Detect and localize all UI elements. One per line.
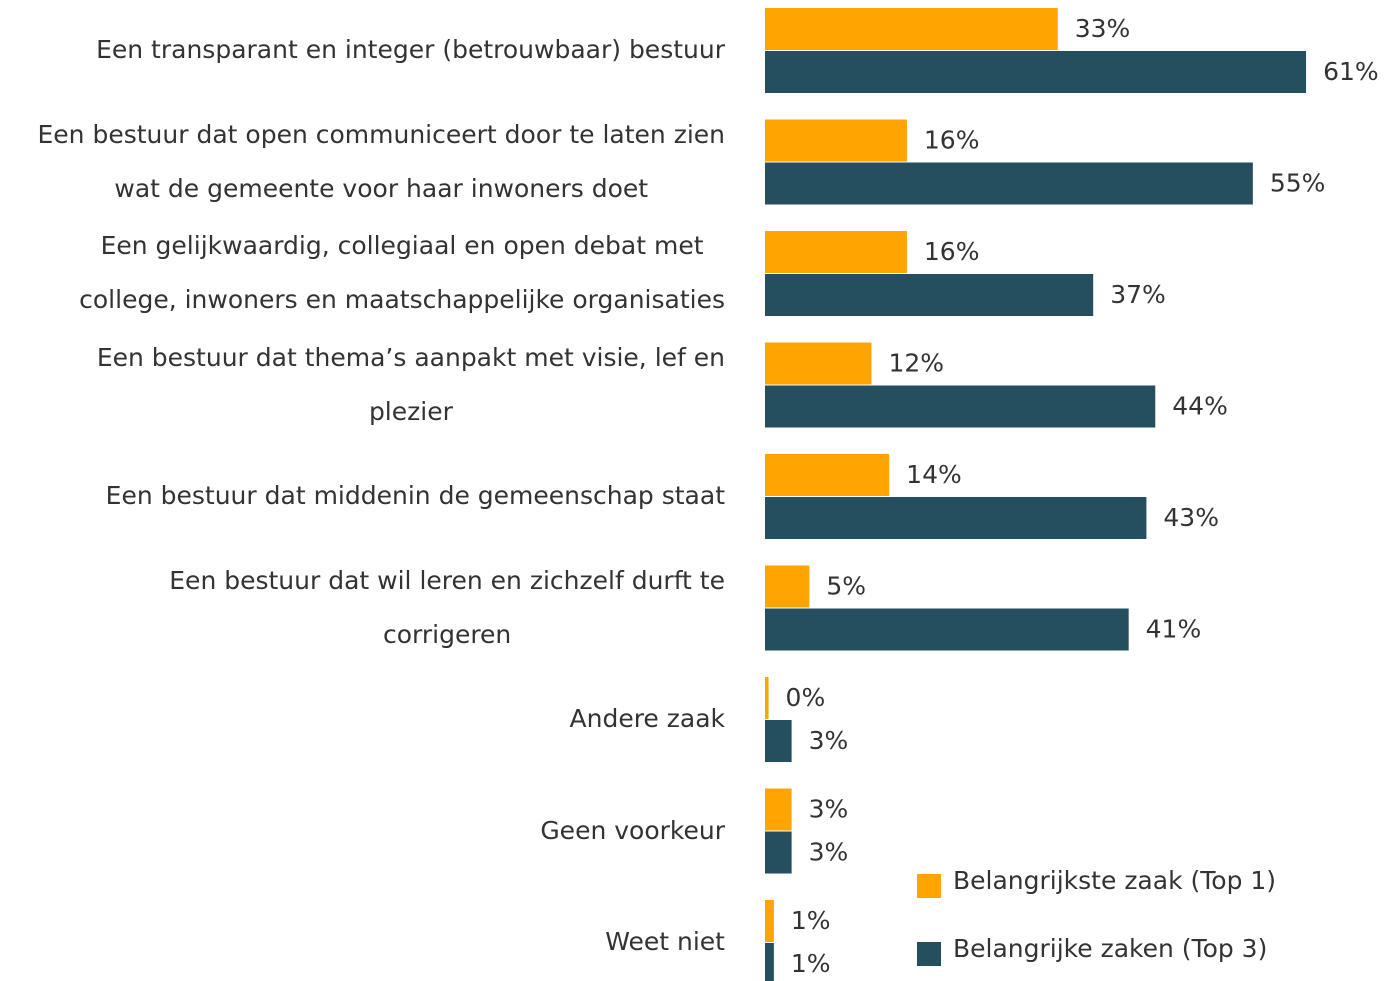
value-label: 1% (791, 906, 831, 935)
value-label: 0% (786, 683, 826, 712)
bar (765, 720, 792, 762)
value-label: 61% (1323, 57, 1379, 86)
bar (765, 497, 1147, 539)
value-label: 37% (1110, 280, 1166, 309)
category-label: Een bestuur dat middenin de gemeenschap … (105, 481, 725, 510)
bar (765, 162, 1253, 205)
category-label: Een transparant en integer (betrouwbaar)… (96, 35, 725, 64)
bar (765, 342, 872, 385)
bar (765, 385, 1156, 428)
legend-swatch (917, 874, 941, 898)
value-label: 16% (924, 237, 980, 266)
bar (765, 231, 907, 273)
value-label: 3% (809, 795, 849, 824)
category-label: Weet niet (605, 927, 725, 956)
bar (765, 943, 774, 981)
category-label: Een bestuur dat wil leren en zichzelf du… (169, 565, 725, 649)
category-label: Een bestuur dat thema’s aanpakt met visi… (96, 342, 725, 426)
value-label: 33% (1075, 14, 1131, 43)
bar (765, 565, 810, 608)
bar (765, 608, 1129, 651)
value-label: 3% (809, 726, 849, 755)
category-label: Geen voorkeur (540, 815, 725, 845)
bar (765, 454, 890, 496)
value-label: 55% (1270, 169, 1326, 198)
value-label: 44% (1172, 392, 1228, 421)
bar (765, 51, 1307, 93)
bar (765, 677, 769, 719)
category-label: Een bestuur dat open communiceert door t… (37, 119, 726, 203)
category-label: Andere zaak (569, 704, 726, 733)
bar (765, 274, 1094, 316)
value-label: 12% (888, 349, 944, 378)
legend-swatch (917, 942, 941, 966)
bar (765, 788, 792, 831)
value-label: 16% (924, 126, 980, 155)
legend-label: Belangrijke zaken (Top 3) (953, 934, 1267, 963)
value-label: 14% (906, 460, 962, 489)
value-label: 3% (809, 838, 849, 867)
legend-label: Belangrijkste zaak (Top 1) (953, 866, 1276, 895)
value-label: 43% (1163, 503, 1219, 532)
bar (765, 119, 907, 162)
bar (765, 831, 792, 874)
value-label: 5% (826, 572, 866, 601)
category-label: Een gelijkwaardig, collegiaal en open de… (79, 231, 725, 314)
bar (765, 900, 774, 942)
value-label: 41% (1146, 615, 1202, 644)
value-label: 1% (791, 949, 831, 978)
bar (765, 8, 1058, 50)
